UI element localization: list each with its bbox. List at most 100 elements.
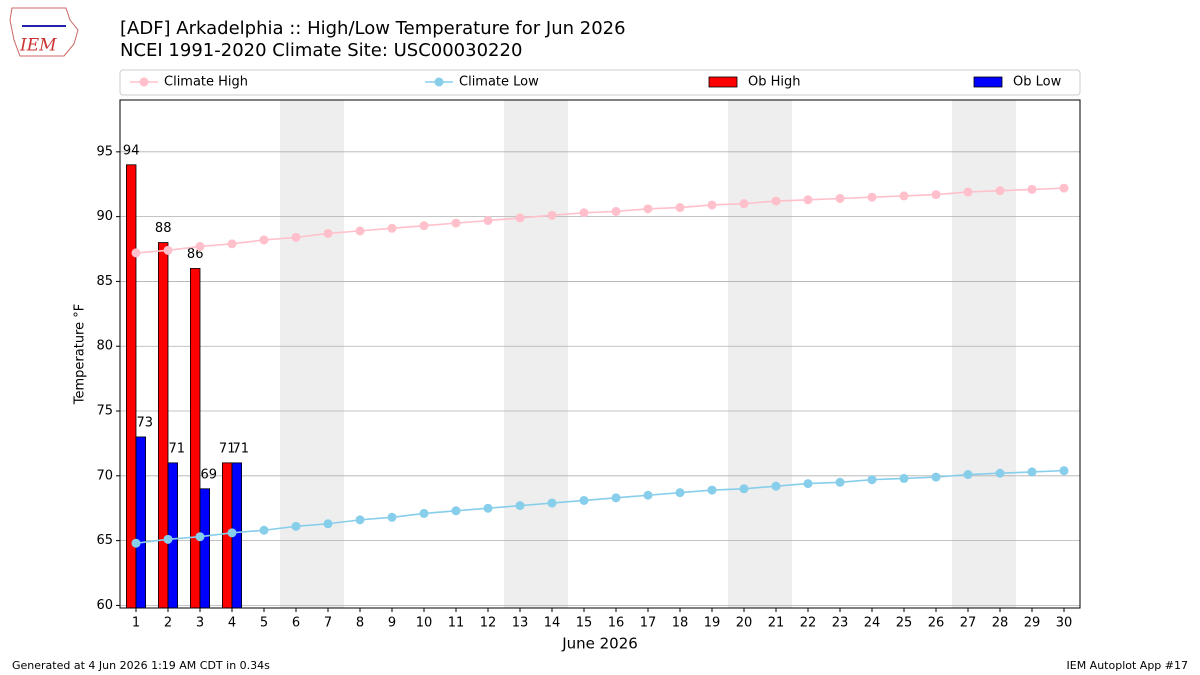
y-tick-label: 75: [96, 404, 113, 419]
bar-value-label: 69: [201, 467, 218, 482]
bar-value-label: 94: [123, 143, 140, 158]
x-tick-label: 1: [132, 616, 140, 631]
bar-value-label: 73: [137, 415, 154, 430]
y-tick-label: 95: [96, 144, 113, 159]
point: [323, 519, 333, 529]
chart-subtitle: NCEI 1991-2020 Climate Site: USC00030220: [120, 40, 522, 61]
point: [611, 206, 621, 216]
bar: [157, 242, 169, 609]
weekend-shade: [728, 100, 792, 608]
x-tick-label: 9: [388, 616, 396, 631]
bar-value-label: 88: [155, 221, 172, 236]
x-tick-label: 3: [196, 616, 204, 631]
weekend-shade: [952, 100, 1016, 608]
bar: [135, 436, 147, 609]
point: [995, 186, 1005, 196]
line: [135, 187, 1065, 254]
legend-box: [119, 69, 1081, 96]
x-axis-label: June 2026: [561, 635, 638, 653]
bar: [189, 268, 201, 609]
x-tick-label: 24: [864, 616, 881, 631]
x-tick-label: 25: [896, 616, 913, 631]
x-tick-label: 14: [544, 616, 561, 631]
point: [611, 493, 621, 503]
point: [803, 479, 813, 489]
point: [547, 210, 557, 220]
bar-value-label: 71: [233, 441, 250, 456]
point: [323, 228, 333, 238]
legend-label: Ob High: [748, 75, 801, 90]
point: [995, 468, 1005, 478]
point: [931, 472, 941, 482]
point: [931, 190, 941, 200]
x-tick-label: 8: [356, 616, 364, 631]
point: [355, 226, 365, 236]
x-tick-label: 20: [736, 616, 753, 631]
point: [515, 501, 525, 511]
point: [899, 473, 909, 483]
chart-title: [ADF] Arkadelphia :: High/Low Temperatur…: [120, 18, 626, 39]
point: [739, 199, 749, 209]
point: [579, 495, 589, 505]
x-tick-label: 16: [608, 616, 625, 631]
point: [259, 525, 269, 535]
point: [387, 223, 397, 233]
x-tick-label: 22: [800, 616, 817, 631]
point: [195, 241, 205, 251]
point: [419, 508, 429, 518]
x-tick-label: 19: [704, 616, 721, 631]
point: [195, 532, 205, 542]
x-tick-label: 17: [640, 616, 657, 631]
point: [899, 191, 909, 201]
point: [675, 488, 685, 498]
point: [419, 221, 429, 231]
x-tick-label: 21: [768, 616, 785, 631]
plot-frame: [119, 99, 1081, 609]
legend-marker: [139, 77, 149, 87]
bar: [199, 488, 211, 609]
point: [643, 490, 653, 500]
point: [803, 195, 813, 205]
point: [451, 218, 461, 228]
point: [1027, 184, 1037, 194]
legend-label: Ob Low: [1013, 75, 1062, 90]
x-tick-label: 6: [292, 616, 300, 631]
y-tick-label: 85: [96, 274, 113, 289]
y-axis-label: Temperature °F: [73, 304, 88, 405]
point: [515, 213, 525, 223]
y-tick-label: 80: [96, 339, 113, 354]
x-tick-label: 4: [228, 616, 236, 631]
point: [643, 204, 653, 214]
bar-value-label: 71: [219, 441, 236, 456]
point: [131, 538, 141, 548]
point: [131, 248, 141, 258]
y-tick-label: 65: [96, 533, 113, 548]
y-tick-label: 60: [96, 598, 113, 613]
point: [1027, 467, 1037, 477]
weekend-shade: [280, 100, 344, 608]
point: [291, 521, 301, 531]
x-tick-label: 23: [832, 616, 849, 631]
x-tick-label: 7: [324, 616, 332, 631]
footer-left: Generated at 4 Jun 2026 1:19 AM CDT in 0…: [12, 659, 270, 672]
x-tick-label: 27: [960, 616, 977, 631]
point: [483, 503, 493, 513]
x-tick-label: 15: [576, 616, 593, 631]
point: [163, 534, 173, 544]
bar-value-label: 71: [169, 441, 186, 456]
point: [547, 498, 557, 508]
point: [355, 515, 365, 525]
x-tick-label: 30: [1056, 616, 1073, 631]
logo-outline: [9, 7, 79, 57]
point: [963, 187, 973, 197]
legend-swatch: [973, 76, 1003, 88]
x-tick-label: 29: [1024, 616, 1041, 631]
point: [227, 528, 237, 538]
x-tick-label: 12: [480, 616, 497, 631]
x-tick-label: 10: [416, 616, 433, 631]
point: [707, 485, 717, 495]
x-tick-label: 26: [928, 616, 945, 631]
point: [675, 203, 685, 213]
point: [867, 192, 877, 202]
